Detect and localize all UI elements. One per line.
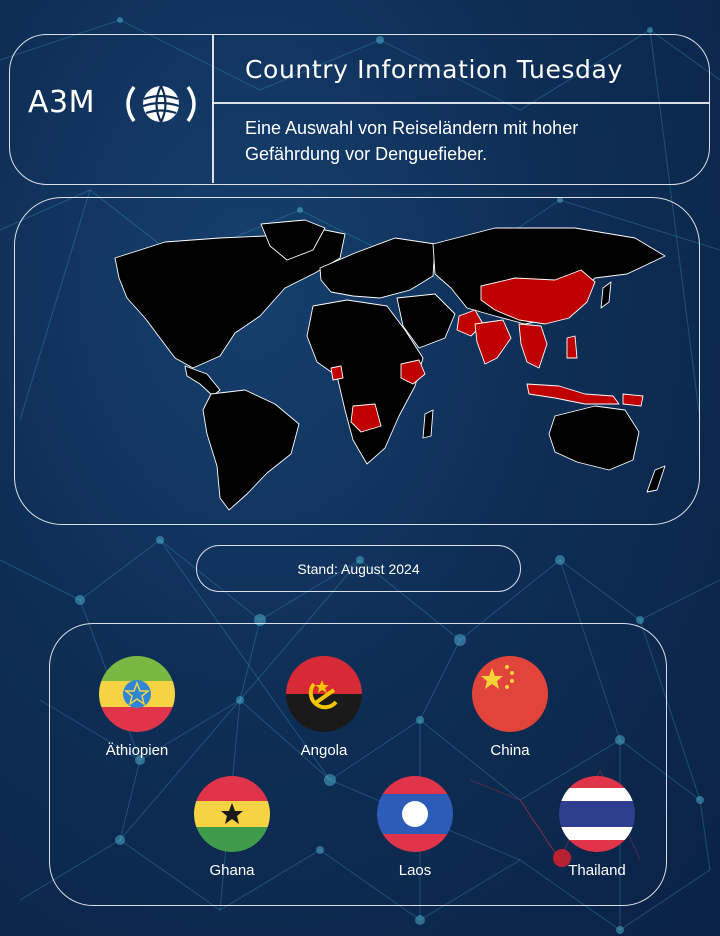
map-new-zealand bbox=[646, 465, 666, 493]
header-panel: A3M Country Information Tuesday Eine Aus… bbox=[9, 34, 710, 185]
map-central-america bbox=[184, 365, 221, 397]
map-madagascar bbox=[422, 409, 434, 439]
flag-label-laos: Laos bbox=[398, 862, 432, 879]
map-north-america bbox=[114, 227, 346, 369]
flags-panel: Äthiopien Angola China bbox=[49, 623, 667, 906]
map-highlight-angola bbox=[350, 403, 382, 433]
flag-item-laos: Laos bbox=[345, 774, 485, 879]
flag-label-china: China bbox=[490, 742, 530, 759]
flag-item-china: China bbox=[440, 654, 580, 759]
map-highlight-west-africa bbox=[330, 365, 344, 381]
flag-item-thailand: Thailand bbox=[527, 774, 667, 879]
map-south-america bbox=[202, 389, 300, 511]
map-highlight-philippines bbox=[566, 335, 578, 359]
page-title: Country Information Tuesday bbox=[245, 55, 623, 84]
ethiopia-flag-icon bbox=[99, 656, 175, 732]
flag-label-thailand: Thailand bbox=[568, 862, 626, 879]
logo-text: A3M bbox=[28, 85, 95, 120]
flag-label-ghana: Ghana bbox=[209, 862, 255, 879]
thailand-flag-icon bbox=[559, 776, 635, 852]
map-africa bbox=[306, 299, 424, 465]
flag-item-ghana: Ghana bbox=[162, 774, 302, 879]
flag-item-ethiopia: Äthiopien bbox=[67, 654, 207, 759]
map-middle-east bbox=[396, 293, 456, 349]
header-vertical-divider bbox=[212, 35, 214, 183]
china-flag-icon bbox=[472, 656, 548, 732]
page-subtitle: Eine Auswahl von Reiseländern mit hoher … bbox=[245, 118, 579, 164]
map-highlight-india bbox=[474, 319, 512, 365]
angola-flag-icon bbox=[286, 656, 362, 732]
globe-icon bbox=[126, 85, 196, 123]
map-highlight-china bbox=[480, 269, 596, 325]
map-japan bbox=[600, 281, 612, 309]
laos-flag-icon bbox=[377, 776, 453, 852]
ghana-flag-icon bbox=[194, 776, 270, 852]
map-greenland bbox=[260, 219, 326, 261]
flag-label-ethiopia: Äthiopien bbox=[105, 742, 169, 759]
map-highlight-southeast-asia bbox=[518, 323, 548, 369]
date-status-pill: Stand: August 2024 bbox=[196, 545, 521, 592]
map-highlight-ethiopia bbox=[400, 359, 426, 385]
a3m-logo: A3M bbox=[28, 79, 208, 129]
map-highlight-indonesia bbox=[526, 383, 620, 405]
flag-label-angola: Angola bbox=[300, 742, 348, 759]
map-highlight-papua-new-guinea bbox=[622, 393, 644, 407]
header-horizontal-divider bbox=[212, 102, 709, 104]
world-map-panel bbox=[14, 197, 700, 525]
map-europe bbox=[319, 237, 436, 299]
map-australia bbox=[548, 405, 640, 471]
world-map bbox=[114, 219, 666, 511]
date-label: Stand: August 2024 bbox=[297, 560, 420, 577]
flag-item-angola: Angola bbox=[254, 654, 394, 759]
